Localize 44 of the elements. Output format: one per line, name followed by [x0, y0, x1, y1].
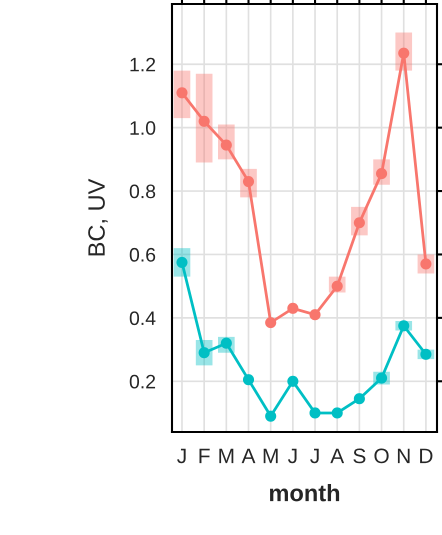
point [287, 302, 298, 314]
point [398, 48, 410, 59]
x-tick-label: N [398, 448, 410, 464]
x-tick-label: J [310, 448, 319, 464]
point [242, 374, 254, 386]
x-tick-label: F [200, 448, 210, 464]
point [420, 348, 432, 360]
point [354, 217, 365, 228]
point [176, 87, 188, 98]
point [376, 372, 388, 384]
point [398, 320, 410, 332]
point [198, 116, 210, 127]
x-tick-label: M [219, 448, 234, 464]
point [265, 410, 276, 422]
y-tick-label: 0.2 [130, 374, 156, 389]
point [309, 309, 321, 320]
y-axis-title: BC, UV [88, 178, 108, 256]
point [287, 376, 298, 387]
point [220, 140, 232, 151]
point [242, 176, 254, 188]
y-tick-label: 1.0 [130, 121, 156, 135]
y-tick-label: 1.2 [130, 58, 156, 72]
y-tick-label: 0.4 [130, 311, 156, 326]
point [198, 347, 210, 358]
x-tick-label: J [177, 448, 186, 464]
point [420, 258, 432, 270]
x-tick-label: A [330, 448, 344, 464]
point [332, 407, 343, 419]
point [354, 393, 365, 404]
point [376, 168, 388, 180]
point [176, 256, 188, 268]
point [309, 407, 321, 419]
point [332, 280, 343, 292]
point [220, 338, 232, 349]
x-tick-label: A [242, 448, 256, 464]
x-tick-label: J [288, 448, 297, 464]
x-axis-title: month [270, 484, 340, 502]
x-tick-label: M [264, 448, 278, 464]
y-tick-label: 0.6 [130, 248, 156, 262]
y-tick-label: 0.8 [130, 184, 156, 198]
x-tick-label: D [420, 448, 432, 464]
x-tick-label: S [353, 448, 366, 464]
point [265, 317, 276, 328]
x-tick-label: O [374, 448, 389, 464]
